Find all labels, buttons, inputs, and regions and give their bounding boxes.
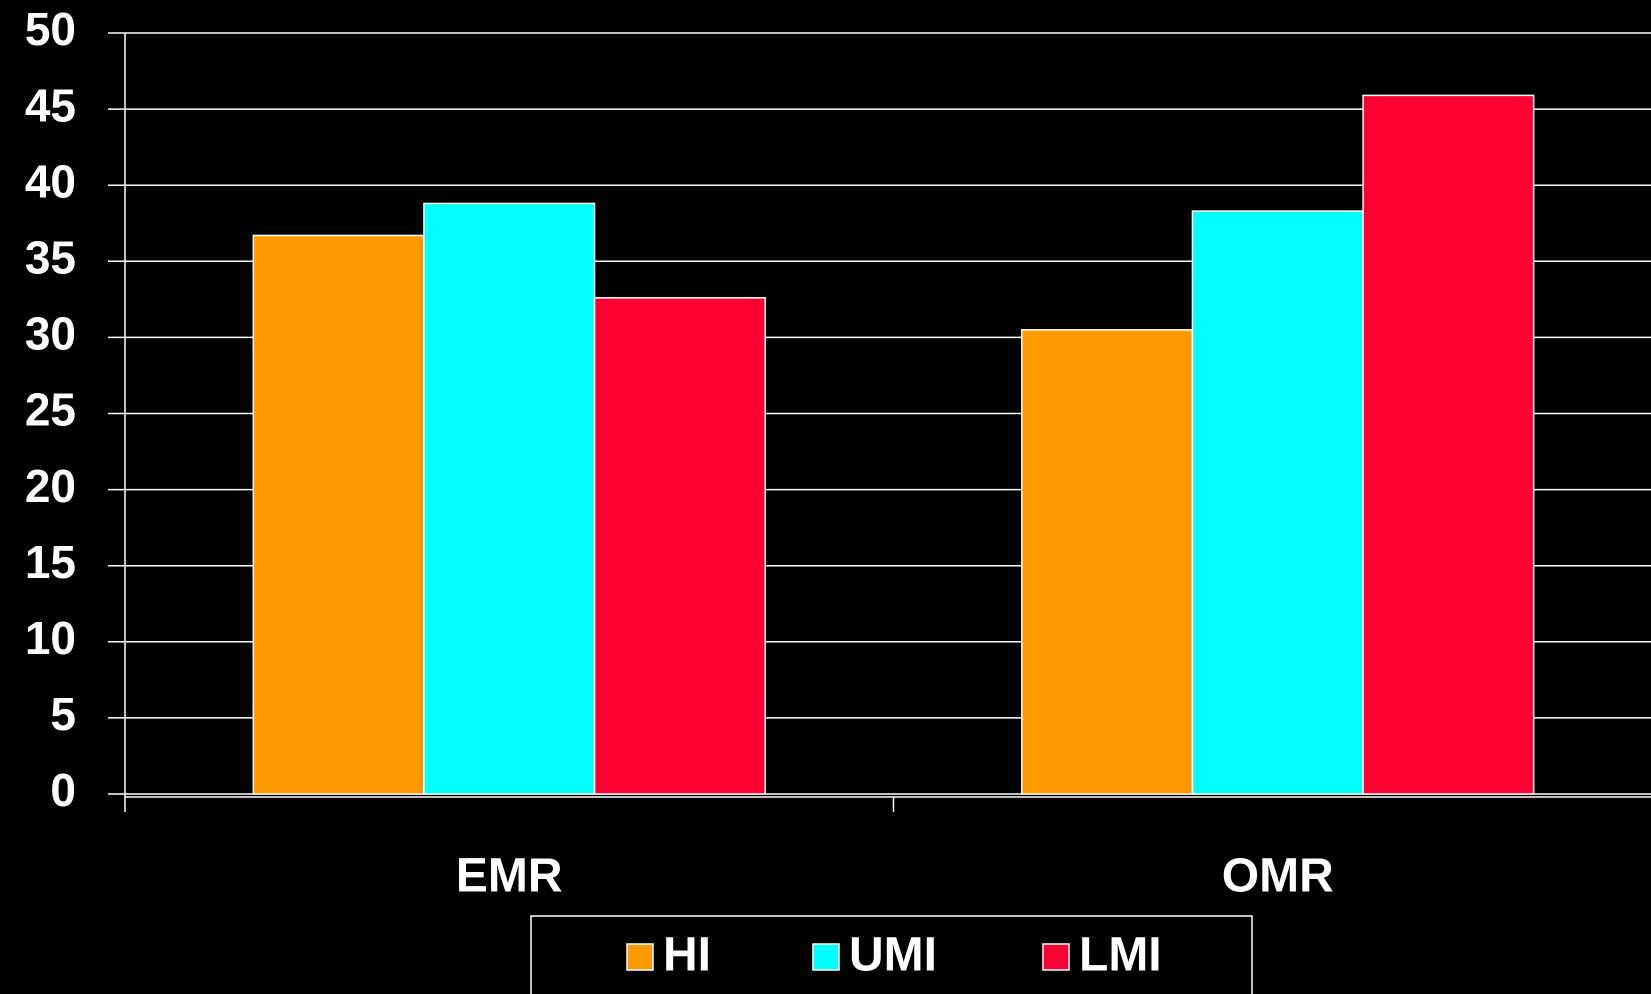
legend-label: LMI [1079, 929, 1162, 982]
x-tick-label: OMR [1222, 850, 1334, 903]
y-tick-label: 40 [25, 155, 76, 207]
y-tick-label: 25 [25, 384, 76, 436]
bar [252, 234, 425, 795]
bar [593, 297, 766, 795]
bar [1362, 94, 1535, 795]
x-tick-label: EMR [456, 850, 563, 903]
y-tick-label: 30 [25, 308, 76, 360]
y-tick-label: 20 [25, 460, 76, 512]
y-tick-label: 45 [25, 79, 76, 131]
bar [423, 202, 596, 795]
y-tick-label: 50 [25, 3, 76, 55]
y-tick-label: 10 [25, 612, 76, 664]
legend-swatch [812, 943, 840, 971]
legend-swatch [1042, 943, 1070, 971]
legend-label: UMI [849, 929, 937, 982]
legend-swatch [626, 943, 654, 971]
bar [1191, 210, 1364, 795]
y-tick-label: 5 [50, 688, 76, 740]
y-tick-label: 35 [25, 231, 76, 283]
legend-label: HI [663, 929, 711, 982]
y-tick-label: 15 [25, 536, 76, 588]
bar [1021, 329, 1194, 795]
y-tick-label: 0 [50, 764, 76, 816]
